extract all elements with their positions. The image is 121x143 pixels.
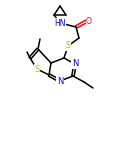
Text: S: S: [65, 41, 71, 50]
Text: HN: HN: [54, 18, 66, 27]
Text: N: N: [72, 59, 78, 68]
Text: N: N: [57, 77, 63, 86]
Text: S: S: [34, 64, 40, 74]
Text: O: O: [86, 16, 92, 25]
